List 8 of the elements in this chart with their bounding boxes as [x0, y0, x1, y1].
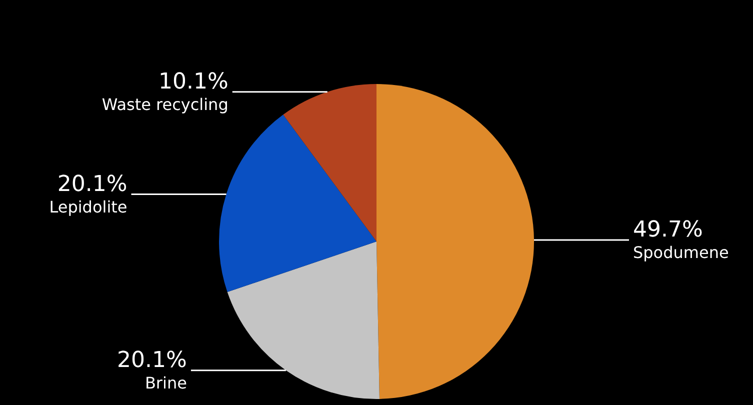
data-label: 10.1% — [158, 70, 228, 95]
data-label: 49.7% — [632, 218, 703, 243]
slice-label: Brine — [144, 374, 187, 393]
slice-label: Waste recycling — [102, 95, 228, 114]
data-label: 20.1% — [117, 348, 187, 374]
data-label: 20.1% — [57, 172, 128, 197]
slice-label: Lepidolite — [49, 197, 128, 216]
slice-label: Spodumene — [632, 243, 729, 262]
